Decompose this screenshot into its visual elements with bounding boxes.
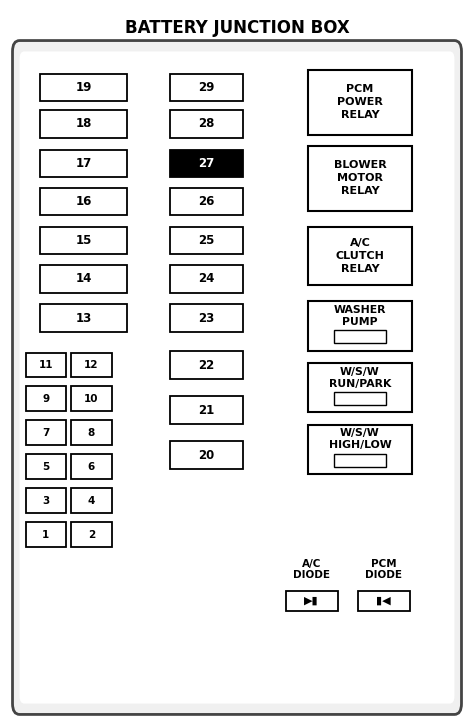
Bar (170, 110, 243, 138)
Bar (308, 227, 412, 285)
Bar (26, 523, 66, 547)
Bar (72, 489, 111, 513)
Text: 18: 18 (75, 118, 91, 131)
Text: ▮◀: ▮◀ (376, 595, 391, 605)
FancyBboxPatch shape (19, 52, 455, 703)
Bar (334, 330, 386, 343)
Bar (72, 353, 111, 378)
Text: PCM
DIODE: PCM DIODE (365, 559, 402, 580)
Text: 8: 8 (88, 428, 95, 438)
Text: BATTERY JUNCTION BOX: BATTERY JUNCTION BOX (125, 19, 349, 37)
Text: A/C
DIODE: A/C DIODE (293, 559, 330, 580)
Text: 25: 25 (198, 234, 214, 247)
Bar (26, 454, 66, 479)
Bar (170, 187, 243, 215)
Bar (72, 454, 111, 479)
Bar (170, 150, 243, 177)
Bar (170, 441, 243, 469)
Text: 20: 20 (198, 449, 214, 462)
Text: 22: 22 (198, 359, 214, 372)
Text: W/S/W
HIGH/LOW: W/S/W HIGH/LOW (328, 428, 391, 450)
Bar (308, 146, 412, 211)
Bar (40, 227, 127, 254)
Bar (286, 590, 337, 611)
Text: WASHER
PUMP: WASHER PUMP (334, 305, 386, 327)
Text: 19: 19 (75, 81, 91, 94)
Text: ▶▮: ▶▮ (304, 595, 319, 605)
Text: 27: 27 (198, 158, 214, 170)
Text: 12: 12 (84, 360, 99, 370)
Text: 2: 2 (88, 530, 95, 539)
Text: 29: 29 (198, 81, 214, 94)
Bar (170, 396, 243, 424)
Bar (72, 420, 111, 445)
Text: 16: 16 (75, 195, 91, 208)
Text: 10: 10 (84, 393, 99, 404)
Text: 15: 15 (75, 234, 91, 247)
Bar (40, 304, 127, 332)
Bar (40, 74, 127, 102)
Bar (40, 187, 127, 215)
FancyBboxPatch shape (12, 41, 462, 714)
Text: BLOWER
MOTOR
RELAY: BLOWER MOTOR RELAY (334, 160, 386, 196)
Text: 1: 1 (42, 530, 49, 539)
Bar (170, 265, 243, 293)
Bar (334, 392, 386, 405)
Text: 26: 26 (198, 195, 214, 208)
Bar (40, 110, 127, 138)
Bar (26, 386, 66, 411)
Text: 9: 9 (42, 393, 49, 404)
Text: 17: 17 (75, 158, 91, 170)
Text: 4: 4 (88, 496, 95, 506)
Bar (170, 227, 243, 254)
Text: 28: 28 (198, 118, 214, 131)
Text: 6: 6 (88, 462, 95, 472)
Bar (72, 386, 111, 411)
Bar (308, 70, 412, 135)
Bar (72, 523, 111, 547)
Text: W/S/W
RUN/PARK: W/S/W RUN/PARK (328, 367, 391, 389)
Bar (170, 74, 243, 102)
Bar (308, 301, 412, 351)
Bar (357, 590, 410, 611)
Text: 23: 23 (198, 311, 214, 325)
Bar (334, 454, 386, 467)
Bar (170, 351, 243, 379)
Text: 11: 11 (38, 360, 53, 370)
Bar (308, 425, 412, 474)
Bar (170, 304, 243, 332)
Text: PCM
POWER
RELAY: PCM POWER RELAY (337, 84, 383, 120)
Bar (40, 265, 127, 293)
Text: 21: 21 (198, 404, 214, 417)
Bar (308, 363, 412, 412)
Text: A/C
CLUTCH
RELAY: A/C CLUTCH RELAY (336, 238, 384, 274)
Text: 5: 5 (42, 462, 49, 472)
Text: 24: 24 (198, 272, 214, 285)
Bar (40, 150, 127, 177)
Text: 3: 3 (42, 496, 49, 506)
Text: 13: 13 (75, 311, 91, 325)
Text: 14: 14 (75, 272, 91, 285)
Bar (26, 489, 66, 513)
Bar (26, 420, 66, 445)
Bar (26, 353, 66, 378)
Text: 7: 7 (42, 428, 49, 438)
